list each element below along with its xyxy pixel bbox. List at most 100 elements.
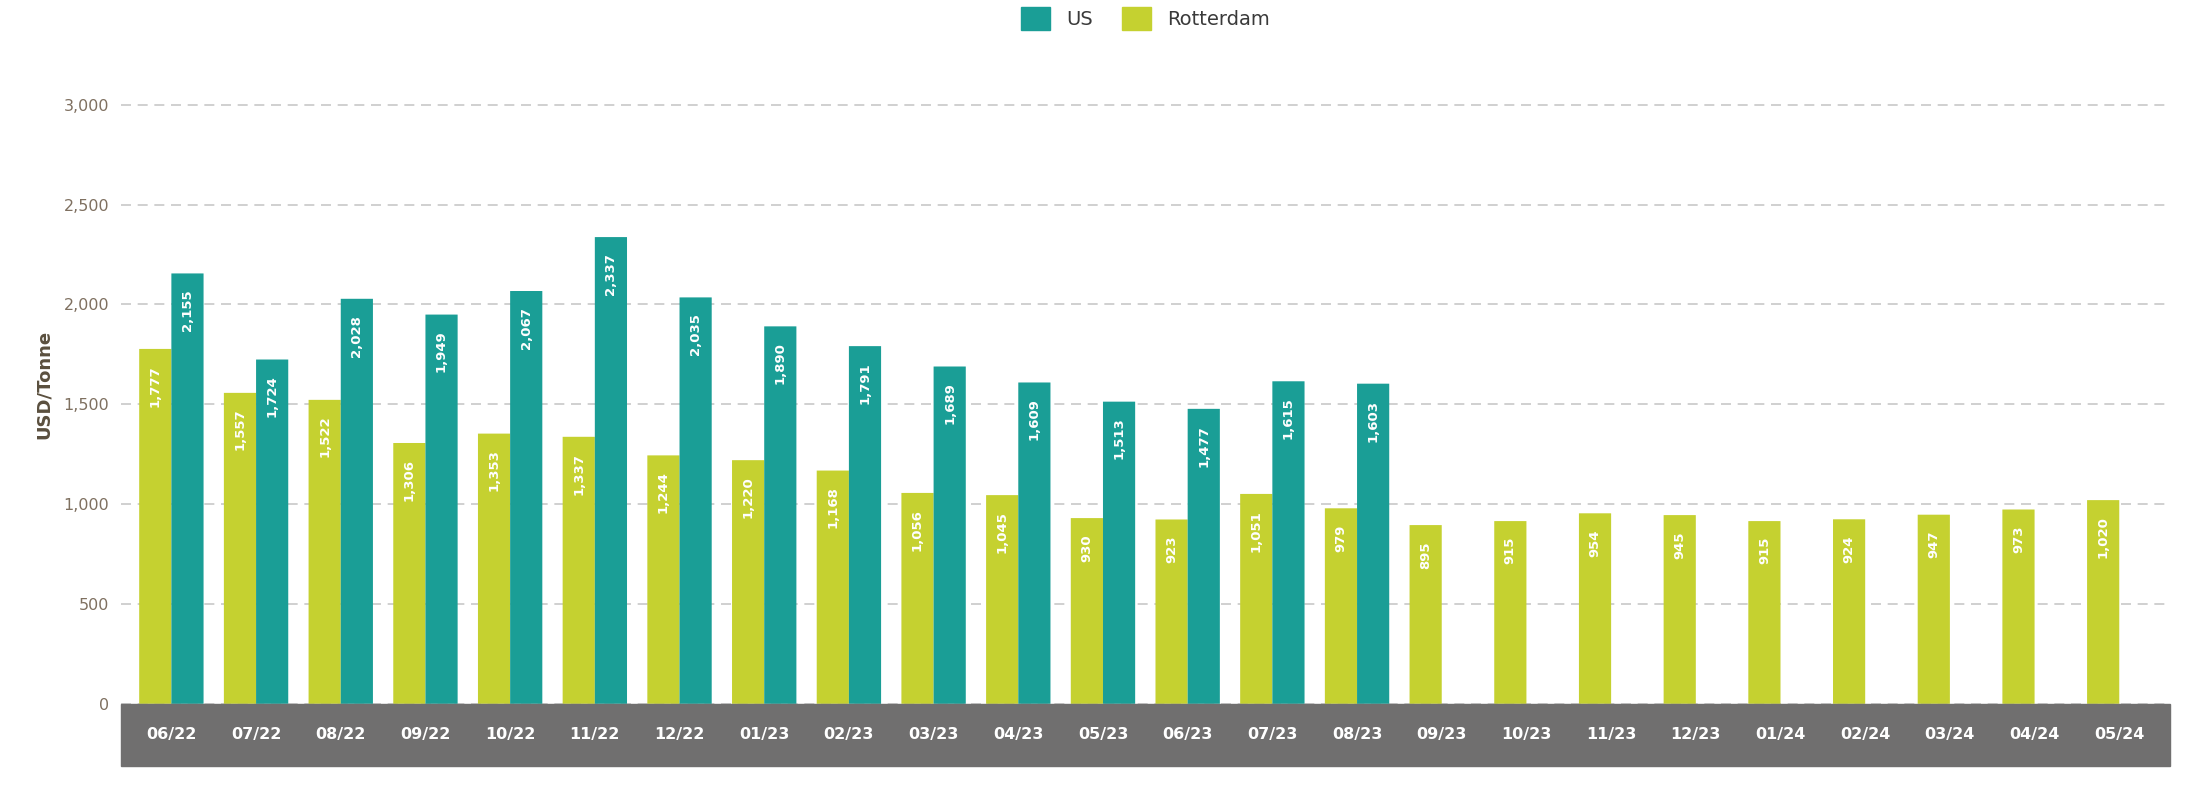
- Text: 1,244: 1,244: [658, 472, 671, 513]
- Text: 10/23: 10/23: [1502, 727, 1552, 743]
- Text: 915: 915: [1504, 537, 1517, 565]
- Text: 973: 973: [2012, 526, 2025, 553]
- Text: 1,045: 1,045: [995, 511, 1008, 553]
- Text: 895: 895: [1418, 541, 1431, 569]
- Text: 915: 915: [1758, 537, 1771, 565]
- Text: 1,353: 1,353: [487, 450, 500, 491]
- FancyBboxPatch shape: [1578, 513, 1611, 704]
- Text: 1,890: 1,890: [774, 342, 787, 384]
- Text: 954: 954: [1589, 529, 1602, 557]
- FancyBboxPatch shape: [1409, 525, 1442, 704]
- FancyBboxPatch shape: [563, 437, 594, 704]
- Text: 01/23: 01/23: [739, 727, 789, 743]
- Text: 12/23: 12/23: [1670, 727, 1721, 743]
- Text: 1,477: 1,477: [1197, 425, 1210, 467]
- Text: 945: 945: [1672, 531, 1686, 558]
- Text: 07/22: 07/22: [230, 727, 281, 743]
- Text: 1,791: 1,791: [859, 362, 872, 404]
- FancyBboxPatch shape: [901, 493, 934, 704]
- FancyBboxPatch shape: [1241, 494, 1271, 704]
- Text: 08/22: 08/22: [316, 727, 366, 743]
- Text: 1,020: 1,020: [2098, 516, 2109, 558]
- Text: 07/23: 07/23: [1247, 727, 1298, 743]
- Legend: US, Rotterdam: US, Rotterdam: [1011, 0, 1280, 40]
- Text: 1,689: 1,689: [943, 383, 956, 425]
- Text: 05/24: 05/24: [2093, 727, 2144, 743]
- Text: 11/23: 11/23: [1587, 727, 1635, 743]
- Text: 1,557: 1,557: [235, 409, 246, 451]
- FancyBboxPatch shape: [392, 443, 425, 704]
- Text: 10/22: 10/22: [484, 727, 535, 743]
- Text: 01/24: 01/24: [1756, 727, 1806, 743]
- FancyBboxPatch shape: [140, 349, 171, 704]
- Text: 11/22: 11/22: [570, 727, 620, 743]
- Text: 1,603: 1,603: [1366, 400, 1379, 442]
- FancyBboxPatch shape: [2087, 500, 2120, 704]
- FancyBboxPatch shape: [256, 359, 287, 704]
- Y-axis label: USD/Tonne: USD/Tonne: [35, 330, 53, 438]
- Text: 924: 924: [1843, 536, 1857, 563]
- FancyBboxPatch shape: [2001, 510, 2034, 704]
- Text: 1,220: 1,220: [741, 477, 754, 518]
- FancyBboxPatch shape: [1070, 518, 1103, 704]
- FancyBboxPatch shape: [732, 460, 765, 704]
- FancyBboxPatch shape: [1749, 521, 1780, 704]
- Text: 08/23: 08/23: [1333, 727, 1383, 743]
- FancyBboxPatch shape: [1155, 519, 1188, 704]
- Text: 979: 979: [1335, 524, 1348, 552]
- FancyBboxPatch shape: [1664, 515, 1697, 704]
- Text: 2,067: 2,067: [520, 307, 533, 349]
- FancyBboxPatch shape: [594, 237, 627, 704]
- Bar: [121, 704, 2170, 766]
- FancyBboxPatch shape: [934, 366, 967, 704]
- Text: 1,513: 1,513: [1114, 417, 1124, 460]
- Text: 06/22: 06/22: [147, 727, 197, 743]
- FancyBboxPatch shape: [224, 393, 256, 704]
- FancyBboxPatch shape: [680, 298, 712, 704]
- Text: 04/24: 04/24: [2010, 727, 2060, 743]
- Text: 06/23: 06/23: [1162, 727, 1212, 743]
- FancyBboxPatch shape: [340, 299, 373, 704]
- Text: 12/22: 12/22: [655, 727, 704, 743]
- Text: 1,051: 1,051: [1249, 510, 1263, 552]
- FancyBboxPatch shape: [1833, 519, 1865, 704]
- Text: 2,155: 2,155: [182, 290, 193, 331]
- FancyBboxPatch shape: [765, 326, 796, 704]
- FancyBboxPatch shape: [818, 471, 848, 704]
- FancyBboxPatch shape: [1188, 409, 1219, 704]
- Text: 09/22: 09/22: [401, 727, 452, 743]
- Text: 1,949: 1,949: [434, 331, 447, 372]
- FancyBboxPatch shape: [986, 495, 1019, 704]
- FancyBboxPatch shape: [171, 273, 204, 704]
- Text: 1,056: 1,056: [912, 509, 925, 551]
- Text: 2,035: 2,035: [688, 313, 701, 355]
- FancyBboxPatch shape: [511, 291, 541, 704]
- Text: 930: 930: [1081, 534, 1094, 561]
- Text: 1,168: 1,168: [826, 486, 840, 528]
- FancyBboxPatch shape: [647, 455, 680, 704]
- FancyBboxPatch shape: [1918, 515, 1951, 704]
- Text: 1,615: 1,615: [1282, 397, 1295, 439]
- Text: 2,337: 2,337: [605, 253, 618, 295]
- Text: 1,337: 1,337: [572, 453, 585, 494]
- FancyBboxPatch shape: [1495, 521, 1526, 704]
- FancyBboxPatch shape: [425, 315, 458, 704]
- FancyBboxPatch shape: [478, 434, 511, 704]
- Text: 2,028: 2,028: [351, 315, 364, 357]
- Text: 05/23: 05/23: [1078, 727, 1129, 743]
- Text: 1,609: 1,609: [1028, 399, 1041, 440]
- Text: 02/24: 02/24: [1839, 727, 1890, 743]
- FancyBboxPatch shape: [1324, 508, 1357, 704]
- FancyBboxPatch shape: [1357, 383, 1390, 704]
- FancyBboxPatch shape: [309, 400, 340, 704]
- Text: 03/24: 03/24: [1925, 727, 1975, 743]
- Text: 09/23: 09/23: [1416, 727, 1466, 743]
- Text: 923: 923: [1166, 536, 1177, 563]
- FancyBboxPatch shape: [848, 346, 881, 704]
- Text: 1,777: 1,777: [149, 365, 162, 407]
- Text: 03/23: 03/23: [907, 727, 958, 743]
- Text: 04/23: 04/23: [993, 727, 1043, 743]
- Text: 1,306: 1,306: [403, 459, 416, 501]
- Text: 947: 947: [1927, 531, 1940, 558]
- Text: 02/23: 02/23: [824, 727, 875, 743]
